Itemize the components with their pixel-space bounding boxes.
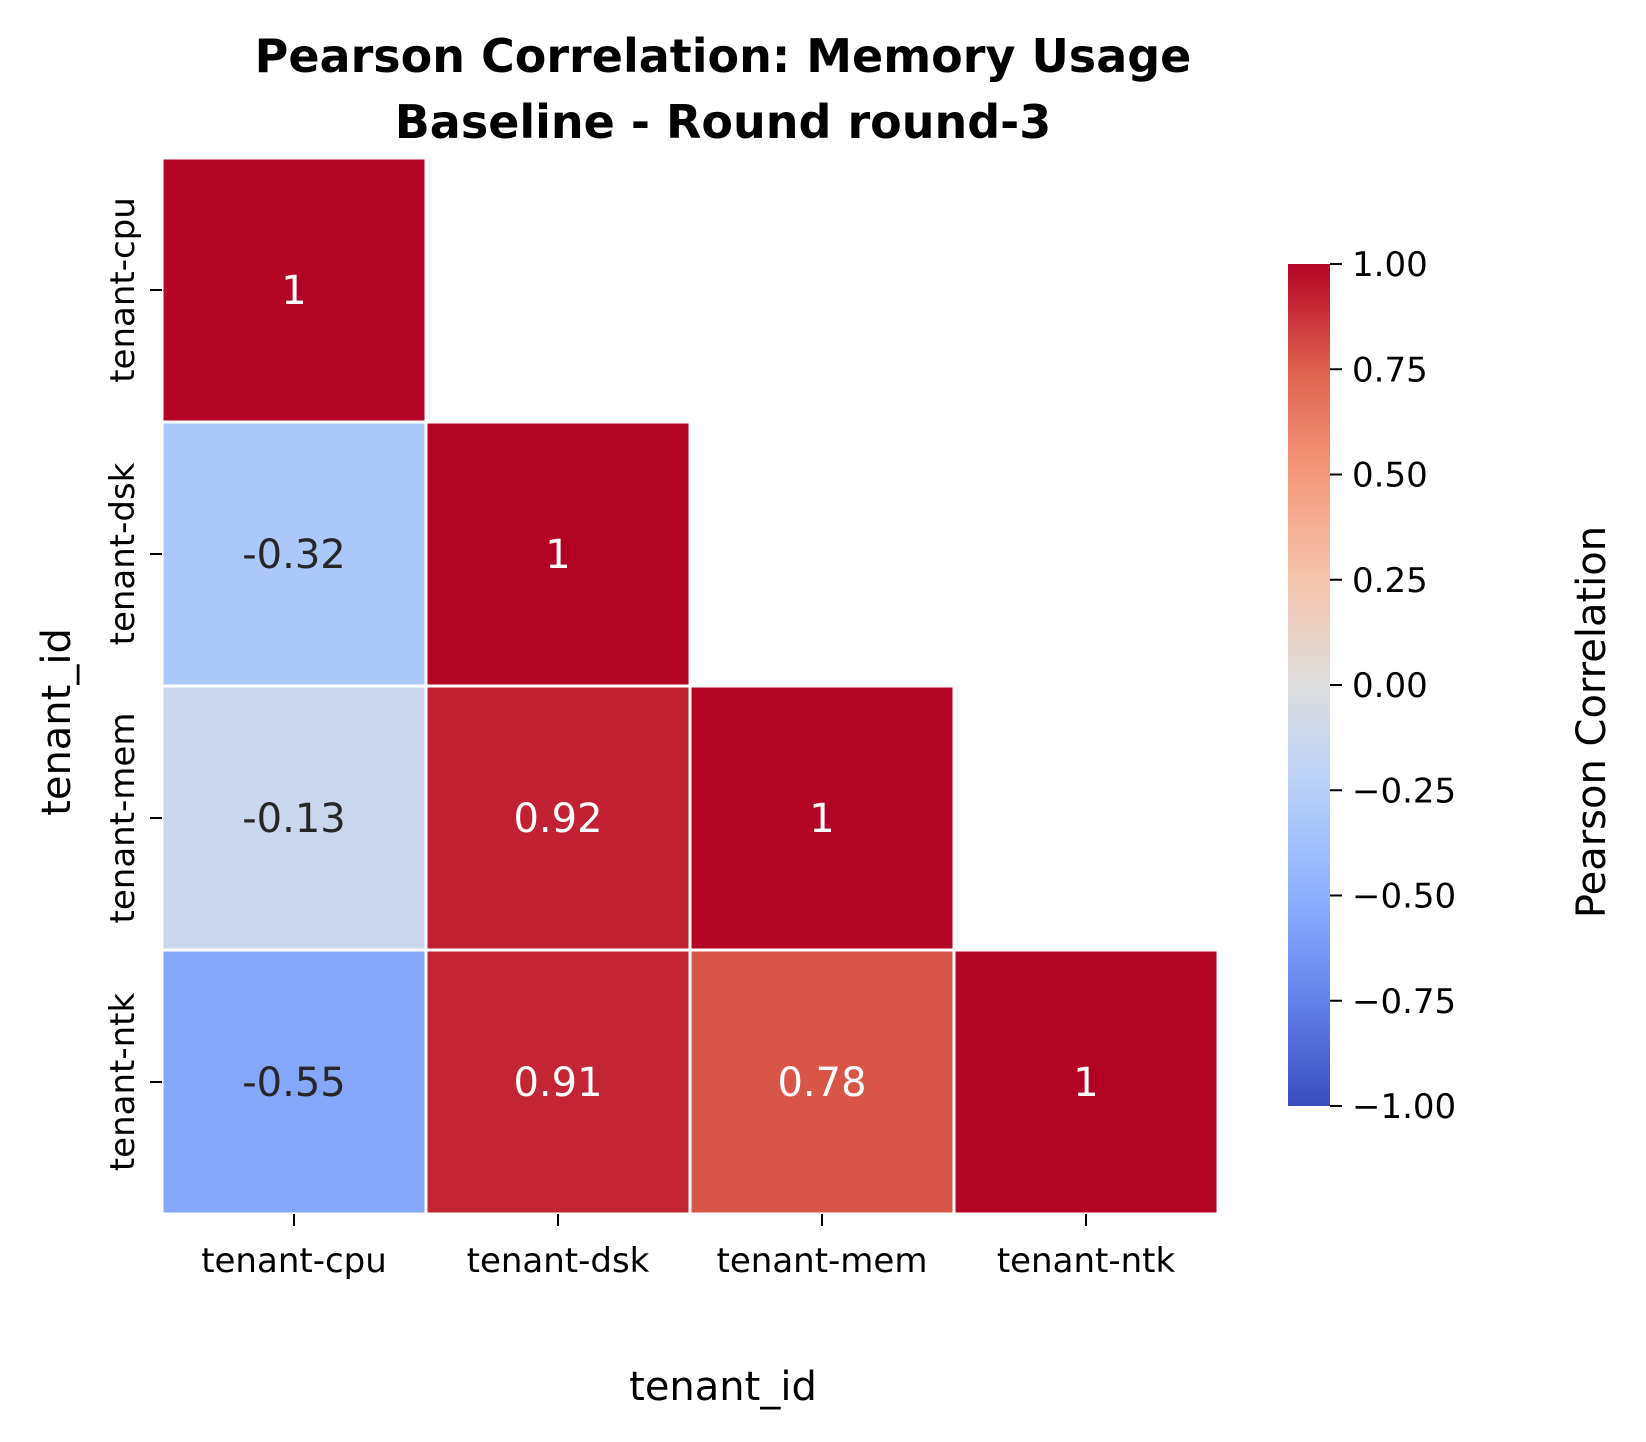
colorbar-tick-label: −1.00 xyxy=(1352,1087,1456,1127)
heatmap-cell-tenant-mem-tenant-mem xyxy=(688,684,956,952)
colorbar-tick-label: −0.25 xyxy=(1352,771,1456,811)
cell-value-label: 0.91 xyxy=(513,1060,602,1106)
heatmap-cell-tenant-cpu-tenant-cpu xyxy=(160,156,428,424)
x-axis-label: tenant_id xyxy=(629,1364,817,1410)
colorbar-tick-label: −0.75 xyxy=(1352,982,1456,1022)
colorbar-tick-label: 0.00 xyxy=(1352,666,1428,706)
y-axis-label: tenant_id xyxy=(34,628,80,816)
cell-value-label: 1 xyxy=(281,268,306,314)
heatmap-cell-tenant-dsk-tenant-dsk xyxy=(424,420,692,688)
heatmap-cells: 1 -0.32 1 -0.13 0.92 1 -0.55 0.91 0.78 1 xyxy=(160,156,1220,1216)
y-tick-label: tenant-ntk xyxy=(103,993,143,1172)
chart-subtitle: Baseline - Round round-3 xyxy=(395,95,1052,149)
cell-value-label: -0.13 xyxy=(242,796,346,842)
x-tick-label: tenant-dsk xyxy=(467,1241,650,1281)
heatmap-cell-tenant-mem-tenant-cpu xyxy=(160,684,428,952)
cell-value-label: 0.78 xyxy=(777,1060,866,1106)
heatmap-cell-tenant-mem-tenant-dsk xyxy=(424,684,692,952)
y-tick-label: tenant-cpu xyxy=(103,197,143,383)
colorbar-tick-label: 1.00 xyxy=(1352,245,1428,285)
x-tick-label: tenant-ntk xyxy=(997,1241,1176,1281)
cell-value-label: 1 xyxy=(1073,1060,1098,1106)
heatmap-cell-tenant-ntk-tenant-dsk xyxy=(424,948,692,1216)
cell-value-label: 1 xyxy=(809,796,834,842)
cell-value-label: 0.92 xyxy=(513,796,602,842)
colorbar-label: Pearson Correlation xyxy=(1569,526,1615,918)
x-tick-label: tenant-cpu xyxy=(201,1241,387,1281)
colorbar: 1.00 0.75 0.50 0.25 0.00 −0.25 −0.50 −0.75 −1.00 xyxy=(1288,245,1456,1127)
cell-value-label: -0.55 xyxy=(242,1060,346,1106)
heatmap-cell-tenant-ntk-tenant-ntk xyxy=(952,948,1220,1216)
colorbar-tick-label: −0.50 xyxy=(1352,877,1456,917)
colorbar-gradient xyxy=(1288,264,1330,1106)
x-axis-ticks: tenant-cpu tenant-dsk tenant-mem tenant-ntk xyxy=(201,1214,1175,1281)
cell-value-label: 1 xyxy=(545,532,570,578)
chart-title: Pearson Correlation: Memory Usage xyxy=(255,29,1192,83)
y-tick-label: tenant-mem xyxy=(103,713,143,924)
heatmap-cell-tenant-dsk-tenant-cpu xyxy=(160,420,428,688)
cell-value-label: -0.32 xyxy=(242,532,346,578)
colorbar-tick-label: 0.25 xyxy=(1352,561,1428,601)
colorbar-tick-label: 0.75 xyxy=(1352,350,1428,390)
x-tick-label: tenant-mem xyxy=(717,1241,928,1281)
y-tick-label: tenant-dsk xyxy=(103,462,143,645)
colorbar-tick-label: 0.50 xyxy=(1352,456,1428,496)
y-axis-ticks: tenant-cpu tenant-dsk tenant-mem tenant-ntk xyxy=(103,197,162,1171)
